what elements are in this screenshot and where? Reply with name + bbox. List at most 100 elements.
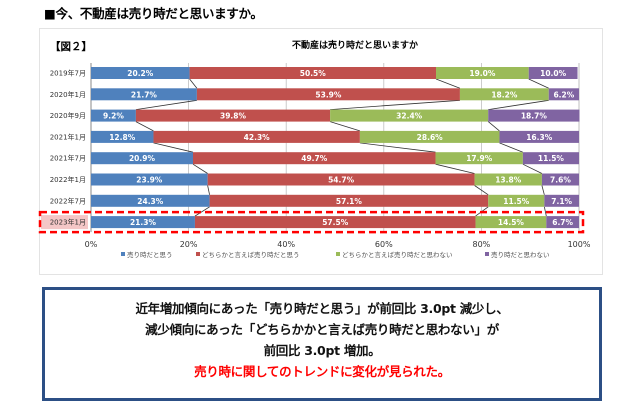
- bar-value-label: 11.5%: [503, 197, 530, 206]
- bar-value-label: 42.3%: [244, 133, 271, 142]
- bar-value-label: 57.5%: [322, 218, 349, 227]
- bar-value-label: 21.7%: [131, 90, 158, 99]
- legend-label: 売り時だと思わない: [491, 250, 550, 259]
- bar-segment: [91, 194, 210, 207]
- series-line: [194, 206, 210, 217]
- bar-segment: [209, 194, 489, 207]
- series-line: [330, 121, 361, 132]
- bar-value-label: 54.7%: [328, 176, 355, 185]
- bar-value-label: 50.5%: [300, 69, 327, 78]
- bar-value-label: 20.2%: [127, 69, 154, 78]
- bar-value-label: 10.0%: [540, 69, 567, 78]
- x-tick-label: 0%: [85, 240, 98, 249]
- series-line: [135, 121, 154, 132]
- series-line: [488, 99, 549, 110]
- series-line: [541, 185, 545, 195]
- category-label: 2021年7月: [50, 154, 86, 163]
- bar-value-label: 18.7%: [521, 112, 548, 121]
- legend-swatch: [196, 252, 200, 256]
- bar-segment: [544, 194, 579, 207]
- legend-label: どちらかと言えば売り時だと思う: [202, 250, 300, 259]
- x-tick-label: 40%: [277, 240, 295, 249]
- series-line: [435, 163, 475, 174]
- bar-segment: [135, 109, 331, 122]
- highlight-label-bg: [41, 215, 88, 230]
- legend-swatch: [485, 252, 489, 256]
- bar-segment: [91, 67, 190, 79]
- bar-value-label: 7.1%: [551, 197, 572, 206]
- bar-value-label: 9.2%: [103, 112, 124, 121]
- bar-segment: [488, 109, 580, 122]
- bar-segment: [459, 88, 549, 101]
- bar-segment: [546, 216, 579, 229]
- series-lines: [135, 78, 549, 217]
- bar-value-label: 21.3%: [130, 218, 157, 227]
- bar-segment: [522, 152, 579, 165]
- bar-segment: [153, 130, 360, 143]
- category-label: 2020年1月: [50, 90, 86, 99]
- bar-value-label: 19.0%: [469, 69, 496, 78]
- highlight-dashed-box: [38, 210, 585, 234]
- bar-segment: [91, 88, 197, 101]
- bar-segment: [359, 130, 500, 143]
- bar-segment: [91, 216, 195, 229]
- bar-value-label: 49.7%: [301, 154, 328, 163]
- bar-value-label: 6.2%: [553, 90, 574, 99]
- x-tick-label: 100%: [568, 240, 591, 249]
- bars: [91, 67, 580, 229]
- bar-value-label: 53.9%: [315, 90, 342, 99]
- bar-value-label: 16.3%: [526, 133, 553, 142]
- bar-segment: [436, 67, 529, 79]
- page-heading: ■今、不動産は売り時だと思いますか。: [44, 6, 263, 21]
- bar-value-label: 11.5%: [538, 154, 565, 163]
- bar-value-label: 23.9%: [136, 176, 163, 185]
- category-label: 2022年1月: [50, 175, 86, 184]
- bar-segment: [435, 152, 523, 165]
- series-line: [153, 142, 194, 153]
- summary-box: 近年増加傾向にあった「売り時だと思う」が前回比 3.0pt 減少し、 減少傾向に…: [42, 287, 602, 401]
- bar-value-label: 12.8%: [109, 133, 136, 142]
- bar-value-label: 7.6%: [550, 176, 571, 185]
- bar-segment: [474, 173, 542, 186]
- chart-title: 不動産は売り時だと思いますか: [291, 41, 418, 51]
- series-line: [435, 78, 461, 89]
- bar-segment: [91, 130, 154, 143]
- bar-segment: [488, 194, 545, 207]
- bar-value-label: 39.8%: [220, 112, 247, 121]
- bar-segment: [330, 109, 489, 122]
- category-labels: 2019年7月 2020年1月 2020年9月 2021年1月 2021年7月 2022年…: [41, 69, 88, 230]
- legend-label: どちらかと言えば売り時だと思わない: [342, 250, 453, 259]
- summary-line-2: 減少傾向にあった「どちらかかと言えば売り時だと思わない」が: [145, 322, 499, 337]
- bar-segment: [91, 152, 193, 165]
- series-line: [528, 78, 549, 89]
- bar-value-label: 13.8%: [495, 176, 522, 185]
- bar-labels: 20.2% 50.5% 19.0% 10.0% 21.7% 53.9% 18.2% 6.2% 9…: [103, 69, 575, 227]
- x-tick-label: 20%: [180, 240, 198, 249]
- bar-value-label: 24.3%: [137, 197, 164, 206]
- legend-swatch: [121, 252, 125, 256]
- bar-segment: [192, 152, 436, 165]
- bar-value-label: 18.2%: [491, 90, 518, 99]
- series-line: [487, 121, 500, 132]
- x-tick-label: 60%: [375, 240, 393, 249]
- category-label: 2020年9月: [50, 111, 86, 120]
- bar-segment: [189, 67, 437, 79]
- series-line: [189, 78, 198, 89]
- bar-segment: [548, 88, 579, 101]
- bar-value-label: 57.1%: [336, 197, 363, 206]
- bar-value-label: 14.5%: [498, 218, 525, 227]
- summary-line-1: 近年増加傾向にあった「売り時だと思う」が前回比 3.0pt 減少し、: [135, 301, 509, 316]
- series-line: [543, 206, 547, 217]
- bar-value-label: 20.9%: [129, 154, 156, 163]
- x-tick-label: 80%: [473, 240, 491, 249]
- figure-label: 【図２】: [50, 41, 92, 53]
- bar-segment: [207, 173, 475, 186]
- bar-segment: [475, 216, 547, 229]
- category-label: 2023年1月: [50, 218, 86, 227]
- bar-segment: [196, 88, 460, 101]
- category-label: 2022年7月: [50, 196, 86, 205]
- bar-segment: [91, 173, 208, 186]
- bar-value-label: 28.6%: [417, 133, 444, 142]
- series-line: [499, 142, 524, 153]
- series-line: [474, 185, 489, 196]
